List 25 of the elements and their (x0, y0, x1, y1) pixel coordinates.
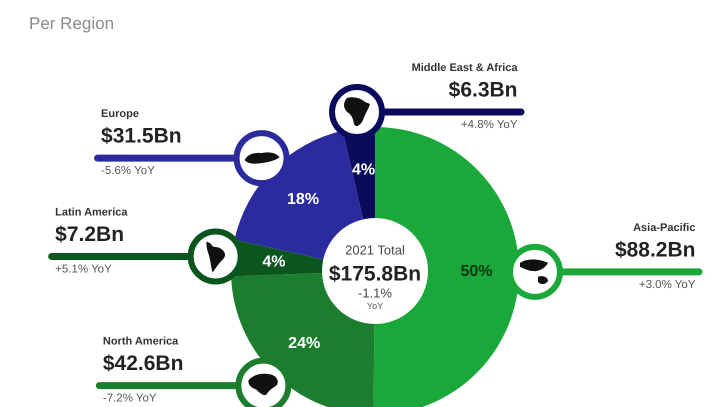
text: -5.6% YoY (101, 165, 155, 178)
text: +3.0% YoY (638, 278, 696, 291)
slice-label: Europe (101, 108, 139, 120)
data-label: $6.3Bn (448, 78, 518, 102)
text: $175.8Bn (328, 262, 422, 286)
slice-label: Latin America (55, 206, 128, 218)
slice-label: Asia-Pacific (633, 222, 696, 234)
slice-label: North America (102, 336, 180, 348)
text: 24% (288, 335, 320, 352)
text: -1.1% (358, 286, 392, 300)
text: 18% (287, 190, 320, 208)
text: +5.1% YoY (55, 263, 112, 276)
text: +4.8% YoY (460, 119, 518, 132)
text: 50% (460, 263, 493, 280)
text: 4% (352, 162, 376, 179)
text: YoY (366, 301, 384, 311)
text: 4% (262, 253, 286, 270)
data-label: $7.2Bn (55, 222, 124, 246)
text: 2021 Total (345, 242, 405, 258)
data-label: $88.2Bn (614, 238, 696, 262)
chart-subtitle: Per Region (29, 14, 114, 33)
data-label: $31.5Bn (101, 124, 182, 148)
text: -7.2% YoY (102, 392, 157, 405)
slice-label: Middle East & Africa (412, 62, 518, 74)
data-label: $42.6Bn (102, 352, 184, 376)
